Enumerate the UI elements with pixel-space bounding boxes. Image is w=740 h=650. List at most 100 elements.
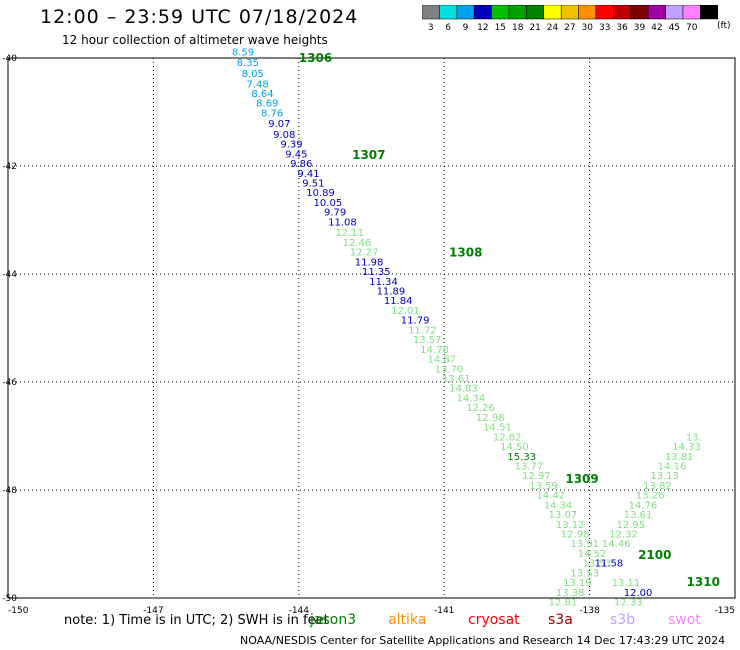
pass-label: 1310 [687,575,720,589]
wave-height-point: 11.72 [408,325,437,336]
wave-height-point: 14.78 [420,345,449,356]
wave-height-point: 12.33 [614,598,643,609]
wave-height-point: 13.19 [563,578,592,589]
wave-height-point: 13.12 [556,520,585,531]
y-tick-label: -40 [2,54,17,64]
wave-height-point: 12.27 [350,248,379,259]
wave-height-point: 9.51 [302,179,324,190]
wave-height-colorbar: 3 6 9 12 15 18 21 24 27 30 33 36 39 42 45 70 [422,5,719,33]
wave-height-point: 13.77 [515,461,544,472]
wave-height-point: 14.16 [658,461,687,472]
wave-height-point: 9.39 [280,140,302,151]
wave-height-point: 12.01 [391,306,420,317]
wave-height-point: 14.50 [500,442,529,453]
wave-height-point: 11.89 [377,287,406,298]
satellite-legend-item: jason3 [310,612,357,628]
x-tick-label: -144 [289,606,310,616]
wave-height-point: 14.51 [483,423,512,434]
wave-height-point: 9.08 [273,130,295,141]
x-tick-label: -138 [579,606,600,616]
wave-height-point: 12.32 [609,530,638,541]
wave-height-point: 12.00 [624,588,653,599]
wave-height-point: 9.07 [268,119,290,130]
wave-height-point: 13.38 [556,588,585,599]
wave-height-point: 14.83 [449,384,478,395]
wave-height-point: 12.26 [466,403,495,414]
wave-height-point: 9.86 [290,159,312,170]
pass-label: 1308 [449,245,482,259]
colorbar-label: 45 [669,23,680,33]
footer-note: note: 1) Time is in UTC; 2) SWH is in fe… [64,613,329,628]
wave-height-point: 13.91 [570,539,599,550]
wave-height-point: 9.45 [285,149,307,160]
wave-height-point: 12.82 [493,432,522,443]
wave-height-point: 10.05 [314,198,343,209]
wave-height-point: 13.07 [549,510,578,521]
wave-height-point: 13.61 [442,374,471,385]
wave-height-point: 8.69 [256,99,278,110]
colorbar-label: 36 [616,23,628,33]
y-tick-label: -42 [2,162,17,172]
wave-height-point: 12.98 [476,413,505,424]
colorbar-unit: (ft) [717,21,731,31]
wave-height-point: 13.61 [624,510,653,521]
x-tick-label: -150 [8,606,29,616]
wave-height-point: 9.79 [324,208,346,219]
wave-height-point: 14.42 [537,491,566,502]
y-tick-label: -44 [2,270,17,280]
colorbar-label: 6 [445,23,451,33]
wave-height-point: 13.53 [583,559,612,570]
wave-height-point: 12.97 [522,471,551,482]
wave-height-point: 13. [686,432,702,443]
y-tick-label: -50 [2,594,17,604]
wave-height-point: 13.57 [413,335,442,346]
wave-height-point: 12.46 [343,238,372,249]
wave-height-point: 12.11 [335,228,364,239]
wave-height-point: 9.41 [297,169,319,180]
wave-height-point: 12.95 [616,520,645,531]
wave-height-point: 8.35 [237,58,259,69]
wave-height-point: 11.35 [362,267,391,278]
wave-height-point: 13.59 [529,481,558,492]
wave-height-point: 14.87 [427,355,456,366]
wave-height-point: 14.34 [457,393,486,404]
wave-height-point: 14.76 [629,500,658,511]
satellite-legend-item: s3b [610,612,636,628]
footer-credit: NOAA/NESDIS Center for Satellite Applica… [240,634,726,647]
colorbar-label: 3 [428,23,434,33]
wave-height-point: 13.82 [643,481,672,492]
wave-height-point: 11.08 [328,217,357,228]
wave-height-point: 13.81 [665,452,694,463]
wave-height-point: 14.33 [672,442,701,453]
wave-height-point: 13.26 [636,491,665,502]
x-tick-label: -141 [434,606,454,616]
colorbar-label: 21 [529,23,540,33]
colorbar-label: 39 [634,23,646,33]
wave-height-point: 11.58 [595,559,624,570]
wave-height-point: 11.84 [384,296,413,307]
satellite-legend-item: altika [388,612,427,628]
pass-label: 1307 [352,148,385,162]
colorbar-label: 9 [463,23,469,33]
wave-height-point: 12.98 [561,530,590,541]
colorbar-swatch [700,5,719,20]
wave-height-point: 15.33 [507,452,536,463]
y-tick-label: -46 [2,378,17,388]
wave-height-point: 8.05 [242,69,264,80]
wave-height-point: 14.34 [544,500,573,511]
wave-height-point: 13.70 [435,364,464,375]
x-tick-label: -135 [715,606,735,616]
satellite-legend-item: swot [668,612,701,628]
wave-height-point: 11.34 [369,277,398,288]
wave-height-point: 8.64 [251,89,273,100]
colorbar-label: 15 [495,23,506,33]
wave-height-point: 10.89 [306,188,335,199]
satellite-legend-item: cryosat [468,612,520,628]
colorbar-label: 33 [599,23,610,33]
pass-label: 1309 [565,472,598,486]
wave-height-point: 8.76 [261,108,283,119]
colorbar-label: 70 [686,23,698,33]
wave-height-point: 11.79 [401,316,430,327]
colorbar-label: 27 [564,23,575,33]
